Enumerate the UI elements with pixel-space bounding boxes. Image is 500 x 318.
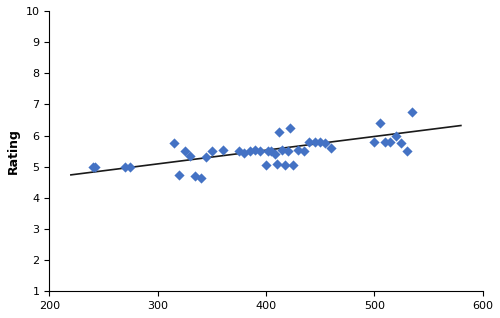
- Point: [88, 164, 96, 169]
- Point: [275, 130, 283, 135]
- Point: [202, 155, 210, 160]
- Point: [376, 121, 384, 126]
- Point: [305, 139, 313, 144]
- Point: [289, 162, 297, 168]
- Y-axis label: Rating: Rating: [7, 128, 20, 174]
- Point: [256, 149, 264, 154]
- Point: [398, 141, 406, 146]
- Point: [262, 162, 270, 168]
- Point: [218, 147, 226, 152]
- Point: [268, 149, 276, 154]
- Point: [208, 149, 216, 154]
- Point: [408, 110, 416, 115]
- Point: [392, 133, 400, 138]
- Point: [240, 150, 248, 155]
- Point: [246, 149, 254, 154]
- Point: [381, 139, 389, 144]
- Point: [90, 164, 98, 169]
- Point: [322, 141, 330, 146]
- Point: [278, 147, 286, 152]
- Point: [170, 141, 178, 146]
- Point: [175, 172, 183, 177]
- Point: [126, 164, 134, 169]
- Point: [270, 152, 278, 157]
- Point: [327, 145, 335, 150]
- Point: [402, 149, 410, 154]
- Point: [192, 174, 200, 179]
- Point: [282, 162, 290, 168]
- Point: [180, 149, 188, 154]
- Point: [272, 161, 280, 166]
- Point: [294, 147, 302, 152]
- Point: [121, 164, 129, 169]
- Point: [370, 139, 378, 144]
- Point: [300, 149, 308, 154]
- Point: [286, 125, 294, 130]
- Point: [316, 139, 324, 144]
- Point: [186, 153, 194, 158]
- Point: [310, 139, 318, 144]
- Point: [264, 149, 272, 154]
- Point: [251, 147, 259, 152]
- Point: [386, 139, 394, 144]
- Point: [197, 175, 205, 180]
- Point: [284, 149, 292, 154]
- Point: [235, 149, 243, 154]
